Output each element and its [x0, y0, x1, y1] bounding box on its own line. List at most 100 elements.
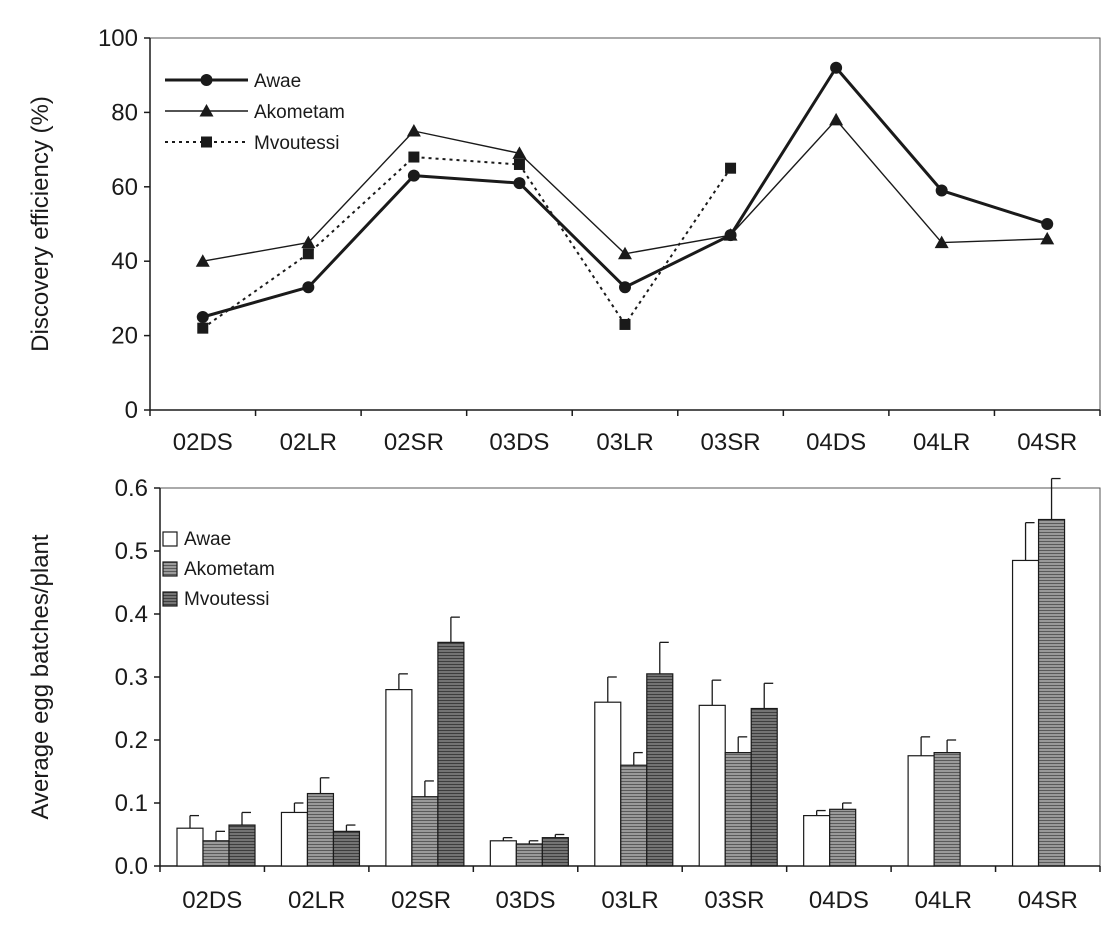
data-point — [408, 151, 420, 163]
legend-swatch — [162, 561, 178, 577]
data-point — [934, 235, 949, 249]
x-tick-label: 03SR — [701, 429, 761, 456]
data-point — [725, 162, 737, 174]
bar — [933, 751, 961, 867]
x-tick-label: 02LR — [288, 887, 345, 914]
y-tick-label: 0.6 — [115, 475, 148, 502]
data-point — [407, 169, 420, 182]
y-tick-label: 0.3 — [115, 664, 148, 691]
series-line — [202, 156, 732, 329]
series-mvoutessi — [197, 151, 737, 334]
x-tick-label: 02DS — [173, 429, 233, 456]
y-axis-label: Average egg batches/plant — [27, 534, 54, 819]
legend-swatch — [162, 591, 178, 607]
y-tick-label: 0.2 — [115, 727, 148, 754]
legend-label: Akometam — [184, 559, 275, 580]
egg-batches-bar-chart: 0.0 0.1 0.2 0.3 0.4 0.5 0.6 02DS 02LR 02SR 03DS 03L… — [27, 475, 1101, 914]
data-point — [935, 184, 948, 197]
bar — [332, 830, 361, 867]
x-tick-label: 03LR — [601, 887, 658, 914]
plot-frame — [149, 37, 1101, 411]
data-point — [1040, 231, 1055, 245]
legend-marker — [200, 74, 213, 86]
legend-swatch — [162, 531, 178, 547]
legend-label: Akometam — [254, 102, 345, 123]
data-point — [829, 112, 844, 126]
x-tick-label: 04DS — [809, 887, 869, 914]
data-point — [302, 248, 314, 260]
data-point — [619, 281, 631, 294]
bar — [280, 811, 309, 867]
y-axis-label: Discovery efficiency (%) — [27, 96, 54, 352]
bar — [437, 641, 465, 867]
bar — [489, 840, 517, 867]
legend-label: Awae — [184, 529, 231, 550]
x-tick-label: 02SR — [391, 887, 451, 914]
bar — [620, 764, 648, 867]
legend-label: Mvoutessi — [184, 589, 270, 610]
x-tick-label: 04SR — [1018, 887, 1078, 914]
data-point — [513, 177, 526, 190]
bar — [1011, 559, 1040, 867]
y-tick-label: 0 — [125, 397, 138, 424]
bar — [541, 837, 569, 867]
bar — [202, 840, 230, 867]
series-awae — [196, 61, 1054, 323]
bar — [646, 673, 674, 867]
x-tick-label: 04LR — [915, 887, 972, 914]
x-tick-label: 02SR — [384, 429, 444, 456]
bar — [750, 707, 778, 867]
data-point — [301, 235, 316, 249]
bar — [907, 755, 935, 867]
legend-label: Awae — [254, 71, 301, 92]
x-tick-label: 04LR — [913, 429, 970, 456]
x-tick-label: 02DS — [182, 887, 242, 914]
y-tick-label: 60 — [111, 174, 138, 201]
series-akometam — [195, 112, 1055, 267]
x-tick-label: 02LR — [280, 429, 337, 456]
bar — [306, 792, 335, 867]
data-point — [618, 246, 632, 260]
bar — [1037, 518, 1066, 867]
data-point — [1041, 218, 1054, 230]
legend-marker — [199, 104, 214, 117]
x-tick-label: 03SR — [704, 887, 764, 914]
bar — [724, 751, 752, 867]
bar — [803, 814, 831, 867]
legend-marker — [201, 136, 212, 148]
x-tick-label: 03DS — [496, 887, 556, 914]
x-tick-label: 03DS — [489, 429, 549, 456]
discovery-efficiency-line-chart: 0 20 40 60 80 100 02DS 02LR 02SR 03DS 03LR 03SR 04DS… — [27, 25, 1101, 456]
y-tick-label: 40 — [111, 248, 138, 275]
y-tick-label: 0.0 — [115, 853, 148, 880]
data-point — [302, 281, 315, 294]
y-tick-label: 20 — [111, 323, 138, 350]
data-point — [196, 311, 209, 323]
data-point — [830, 61, 843, 74]
bar — [515, 843, 543, 867]
x-tick-label: 04SR — [1017, 429, 1077, 456]
legend-label: Mvoutessi — [254, 133, 340, 154]
y-tick-label: 80 — [111, 99, 138, 126]
series-mvoutessi — [228, 616, 778, 867]
data-point — [195, 254, 210, 267]
x-tick-label: 03LR — [596, 429, 653, 456]
bar — [829, 808, 857, 867]
data-point — [619, 318, 631, 330]
series-akometam — [202, 477, 1066, 867]
data-point — [513, 158, 525, 170]
y-tick-label: 0.4 — [115, 601, 148, 628]
bar — [594, 701, 622, 867]
data-point — [723, 228, 738, 241]
data-point — [197, 322, 209, 334]
y-tick-label: 100 — [98, 25, 138, 52]
data-point — [512, 146, 527, 159]
bar — [698, 704, 726, 867]
data-point — [406, 124, 421, 137]
bar — [176, 827, 204, 867]
bar — [411, 796, 439, 867]
series-awae — [176, 522, 1040, 867]
y-tick-label: 0.5 — [115, 538, 148, 565]
x-tick-label: 04DS — [806, 429, 866, 456]
